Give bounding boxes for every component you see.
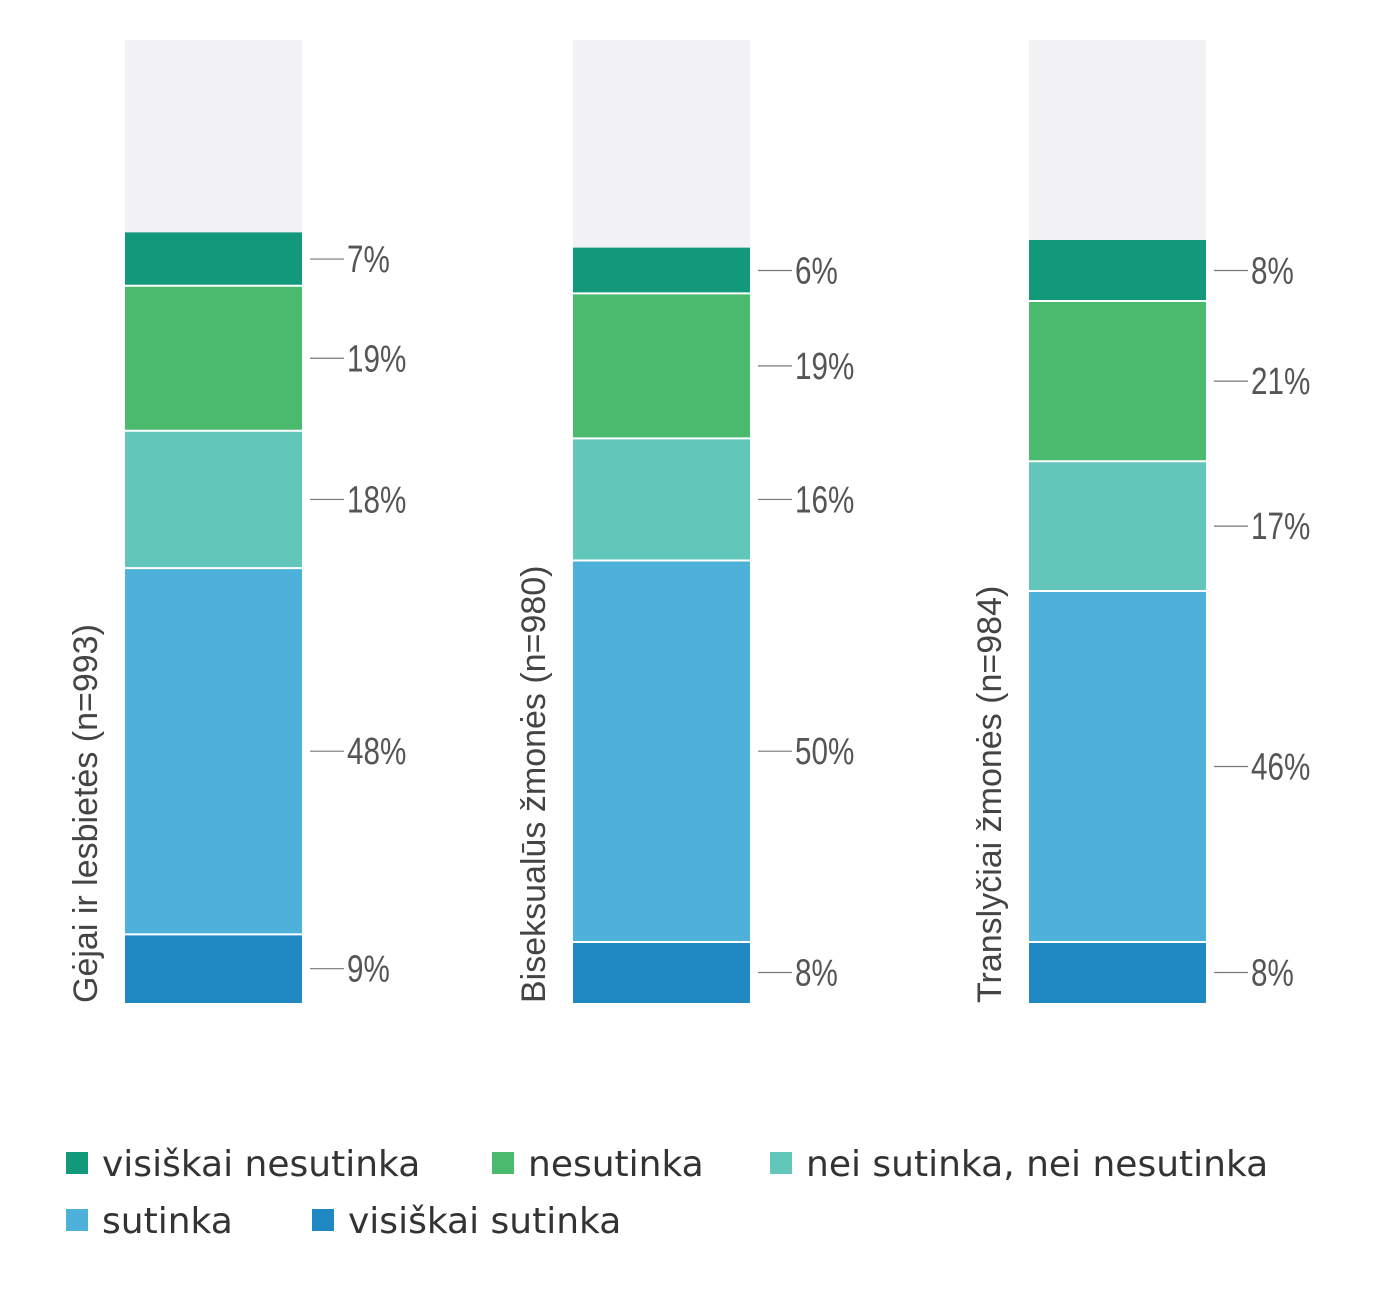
bar-segment [125,232,302,286]
bar-segment [125,430,302,569]
legend-label: visiškai nesutinka [102,1144,420,1185]
data-label: 21% [1251,361,1310,403]
bar-segment [1029,461,1206,591]
legend-swatch [770,1152,792,1174]
legend-label: nesutinka [528,1144,704,1185]
data-label: 7% [347,239,390,281]
legend-label: nei sutinka, nei nesutinka [806,1144,1268,1185]
category-label: Gėjai ir lesbietės (n=993) [67,624,105,1003]
legend-item: visiškai sutinka [312,1201,621,1242]
bar-segment [1029,240,1206,302]
bar-segment [573,560,750,942]
legend-item: nesutinka [492,1144,704,1185]
legend-swatch [312,1209,334,1231]
bar-segment [125,285,302,431]
data-label: 6% [795,250,838,292]
bar-segment [573,941,750,1003]
data-label: 8% [795,952,838,994]
data-label: 50% [795,731,854,773]
data-label: 17% [1251,506,1310,548]
data-label: 19% [347,338,406,380]
data-label: 46% [1251,746,1310,788]
bar-segment [1029,590,1206,942]
data-label: 19% [795,345,854,387]
legend-item: nei sutinka, nei nesutinka [770,1144,1268,1185]
legend-label: visiškai sutinka [348,1201,621,1242]
bar-segment [125,934,302,1003]
bar-group: 9% 48% 18% 19% 7% Gėjai ir lesbietės (n=993) [67,40,406,1003]
bar-segment [573,293,750,439]
bar-segment [1029,941,1206,1003]
data-label: 16% [795,479,854,521]
legend-swatch [66,1209,88,1231]
legend-swatch [66,1152,88,1174]
bar-segment [573,247,750,294]
category-label: Biseksualūs žmonės (n=980) [515,565,553,1003]
data-label: 18% [347,479,406,521]
data-label: 48% [347,731,406,773]
data-label: 8% [1251,952,1294,994]
bar-segment [1029,301,1206,462]
bar-segment [573,438,750,561]
data-label: 9% [347,948,390,990]
bar-segment [125,568,302,935]
bar-group: 8% 50% 16% 19% 6% Biseksualūs žmonės (n=980) [515,40,854,1003]
legend-swatch [492,1152,514,1174]
legend-item: visiškai nesutinka [66,1144,420,1185]
category-label: Translyčiai žmonės (n=984) [971,586,1009,1003]
legend-label: sutinka [102,1201,233,1242]
legend-item: sutinka [66,1201,233,1242]
data-label: 8% [1251,250,1294,292]
bar-group: 8% 46% 17% 21% 8% Translyčiai žmonės (n=984) [971,40,1310,1003]
